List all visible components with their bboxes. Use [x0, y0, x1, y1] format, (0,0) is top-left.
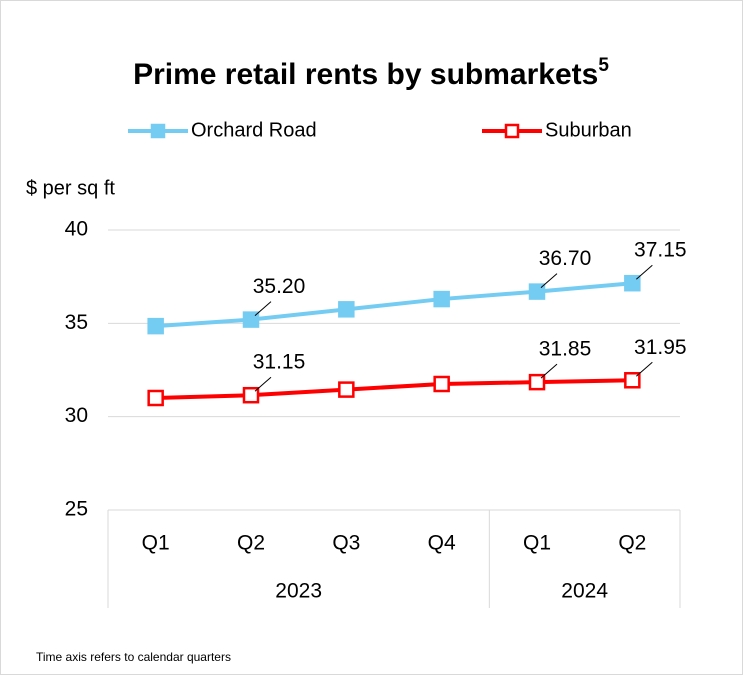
x-tick-label: Q1 — [142, 532, 170, 555]
leader-line — [636, 264, 653, 280]
data-point — [433, 290, 450, 308]
data-point — [338, 301, 355, 318]
data-point — [528, 373, 546, 391]
x-tick-label: Q2 — [237, 532, 265, 555]
data-point — [528, 283, 546, 300]
leader-line — [636, 361, 653, 377]
data-label: 31.95 — [634, 336, 687, 359]
data-label: 36.70 — [539, 247, 592, 270]
legend-marker — [504, 123, 520, 139]
data-point — [624, 372, 641, 389]
data-point — [147, 389, 164, 407]
legend-label: Suburban — [545, 119, 632, 141]
data-point — [338, 381, 355, 398]
x-tick-label: Q1 — [523, 532, 551, 555]
title-superscript: 5 — [598, 55, 609, 76]
y-axis-label: $ per sq ft — [26, 177, 115, 199]
y-tick-label: 35 — [65, 311, 88, 334]
data-label: 31.15 — [253, 351, 306, 374]
data-label: 35.20 — [253, 275, 306, 298]
chart-title: Prime retail rents by submarkets5 — [133, 55, 609, 91]
data-point — [624, 274, 641, 292]
legend-label: Orchard Road — [191, 119, 317, 141]
leader-line — [540, 363, 558, 379]
data-label: 37.15 — [634, 239, 687, 262]
legend-marker — [150, 123, 166, 139]
leader-line — [254, 376, 272, 392]
y-tick-label: 25 — [65, 498, 88, 521]
series-line — [155, 378, 633, 400]
x-tick-label: Q2 — [618, 532, 646, 555]
x-tick-label: Q3 — [332, 532, 360, 555]
leader-line — [254, 301, 272, 316]
y-tick-label: 30 — [65, 404, 88, 427]
data-point — [242, 311, 260, 328]
data-point — [147, 317, 164, 335]
footnote: Time axis refers to calendar quarters — [36, 650, 231, 664]
series-line — [155, 281, 633, 329]
leader-line — [540, 273, 558, 288]
x-tick-label: Q4 — [428, 532, 456, 555]
x-group-label: 2023 — [275, 580, 322, 603]
y-tick-label: 40 — [65, 218, 88, 241]
x-group-label: 2024 — [561, 580, 608, 603]
data-point — [242, 386, 260, 404]
data-label: 31.85 — [539, 338, 592, 361]
title-text: Prime retail rents by submarkets — [133, 58, 598, 91]
data-point — [433, 375, 450, 393]
